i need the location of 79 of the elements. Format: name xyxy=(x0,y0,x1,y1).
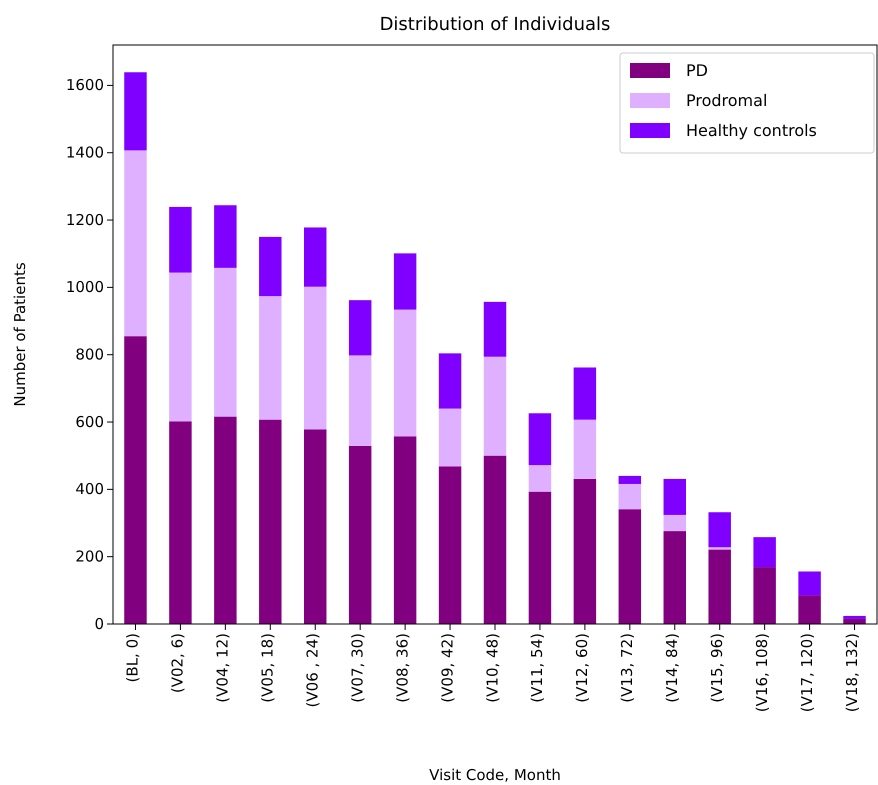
x-tick-label: (V14, 84) xyxy=(663,633,682,703)
chart-title: Distribution of Individuals xyxy=(380,14,610,35)
legend-label: Prodromal xyxy=(686,91,768,110)
x-tick-label: (BL, 0) xyxy=(124,633,142,682)
y-tick-label: 1200 xyxy=(66,210,104,229)
bar xyxy=(664,531,686,624)
y-tick-label: 400 xyxy=(75,480,104,498)
bar xyxy=(348,300,372,356)
bar xyxy=(304,227,326,287)
y-tick-label: 1600 xyxy=(66,76,104,94)
y-tick-label: 1400 xyxy=(66,144,104,162)
x-tick-label: (V17, 120) xyxy=(798,633,816,712)
x-tick-label: (V11, 54) xyxy=(528,633,546,703)
x-axis-title: Visit Code, Month xyxy=(429,766,561,784)
bar xyxy=(259,236,282,296)
bar xyxy=(214,205,237,268)
bar xyxy=(528,492,552,624)
bar xyxy=(348,446,372,624)
bar xyxy=(574,420,596,479)
x-tick-label: (V18, 132) xyxy=(842,633,861,712)
bar xyxy=(618,509,642,624)
bar xyxy=(169,421,192,624)
y-axis-title: Number of Patients xyxy=(11,262,29,407)
x-tick-label: (V10, 48) xyxy=(483,633,502,703)
x-tick-label: (V02, 6) xyxy=(168,633,187,694)
x-tick-label: (V16, 108) xyxy=(752,633,771,712)
bar xyxy=(574,478,596,624)
x-tick-label: (V05, 18) xyxy=(258,633,277,703)
bar xyxy=(484,356,506,456)
bar xyxy=(664,514,686,532)
bar xyxy=(169,206,192,273)
bar xyxy=(753,537,776,568)
bar xyxy=(798,595,821,624)
bar xyxy=(618,476,642,484)
bar xyxy=(304,286,326,430)
x-tick-label: (V08, 36) xyxy=(393,633,412,703)
bar xyxy=(618,484,642,510)
bar xyxy=(214,268,237,417)
y-tick-label: 1000 xyxy=(66,278,104,296)
bar xyxy=(124,336,147,624)
bar xyxy=(259,296,282,420)
x-tick-label: (V07, 30) xyxy=(348,633,366,703)
bar xyxy=(438,408,462,466)
bar xyxy=(348,355,372,446)
bar xyxy=(753,567,776,624)
bar xyxy=(304,429,326,624)
bar xyxy=(394,310,416,436)
bar xyxy=(394,436,416,624)
x-tick-label: (V04, 12) xyxy=(214,633,232,703)
bar xyxy=(843,616,866,619)
bar xyxy=(664,478,686,515)
bar xyxy=(528,465,552,492)
bar xyxy=(394,253,416,310)
bar xyxy=(708,547,731,550)
x-tick-label: (V15, 96) xyxy=(708,633,726,703)
bar xyxy=(484,302,506,357)
bar xyxy=(259,420,282,624)
x-tick-label: (V09, 42) xyxy=(438,633,456,703)
legend-label: PD xyxy=(686,61,708,80)
bar xyxy=(528,413,552,466)
x-tick-label: (V06 , 24) xyxy=(303,633,322,708)
bar xyxy=(124,150,147,336)
y-tick-label: 200 xyxy=(75,547,104,566)
y-tick-label: 0 xyxy=(94,614,104,633)
bar xyxy=(438,466,462,624)
bar xyxy=(574,367,596,420)
bar xyxy=(798,571,821,596)
y-tick-label: 800 xyxy=(75,346,104,364)
bar xyxy=(708,550,731,624)
bar xyxy=(438,353,462,409)
bar xyxy=(708,512,731,548)
y-tick-label: 600 xyxy=(75,412,104,431)
bar xyxy=(124,72,147,150)
x-tick-label: (V12, 60) xyxy=(573,633,592,703)
bar xyxy=(484,456,506,624)
x-tick-label: (V13, 72) xyxy=(618,633,636,703)
bar xyxy=(214,416,237,624)
bar xyxy=(169,272,192,422)
legend-label: Healthy controls xyxy=(686,121,817,140)
